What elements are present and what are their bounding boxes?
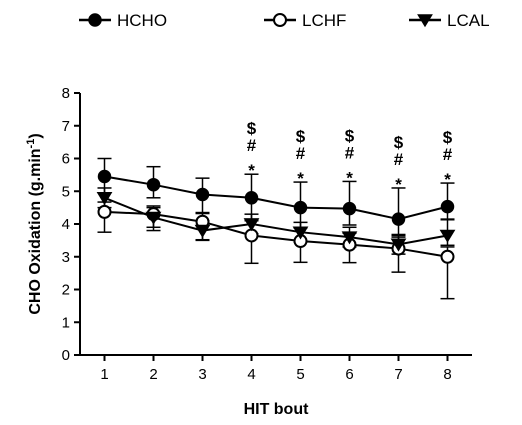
legend-marker — [273, 13, 287, 27]
data-point-hcho — [244, 191, 259, 205]
y-axis-label-superscript: -1 — [25, 139, 37, 149]
annotation-dollar: $ — [394, 133, 404, 152]
data-point-lcal — [194, 224, 211, 238]
significance-annotations: $#*$#*$#*$#*$#* — [247, 119, 453, 194]
annotation-asterisk: * — [248, 161, 255, 180]
annotation-asterisk: * — [346, 168, 353, 187]
data-point-lcal — [439, 229, 456, 243]
annotation-dollar: $ — [345, 126, 355, 145]
annotation-asterisk: * — [444, 170, 451, 189]
x-axis-label: HIT bout — [244, 401, 310, 418]
x-tick-label: 4 — [247, 366, 255, 383]
legend-marker — [88, 13, 102, 27]
y-axis-label-main: CHO Oxidation (g.min — [27, 148, 44, 314]
data-point-lchf — [97, 204, 112, 219]
y-tick-label: 6 — [62, 151, 70, 168]
data-point-hcho — [440, 199, 455, 214]
annotation-asterisk: * — [395, 175, 402, 194]
y-axis-label-close: ) — [27, 133, 44, 138]
data-point-hcho — [97, 169, 112, 184]
data-point-lcal — [390, 238, 407, 252]
series-line-lchf — [104, 210, 448, 258]
x-tick-label: 7 — [394, 366, 402, 383]
x-tick-label: 5 — [296, 366, 304, 383]
y-axis-label: CHO Oxidation (g.min-1) — [25, 133, 44, 314]
x-tick-label: 8 — [443, 366, 451, 383]
data-point-lchf — [440, 249, 455, 264]
data-point-lcal — [96, 192, 113, 206]
data-point-lcal — [145, 211, 162, 225]
annotation-hash: # — [296, 144, 306, 163]
series-line-lcal — [104, 196, 448, 246]
data-point-hcho — [146, 177, 161, 192]
legend-item-hcho: HCHO — [79, 11, 167, 30]
series-line-hcho — [104, 175, 448, 221]
y-tick-label: 8 — [62, 85, 70, 102]
annotation-hash: # — [394, 150, 404, 169]
data-point-lcal — [292, 226, 309, 240]
series-markers — [96, 169, 456, 264]
annotation-hash: # — [345, 143, 355, 162]
data-point-hcho — [391, 212, 406, 226]
legend-label: HCHO — [117, 11, 167, 30]
annotation-hash: # — [247, 136, 257, 155]
legend: HCHO LCHF LCAL — [79, 11, 490, 30]
y-tick-label: 7 — [62, 118, 70, 135]
y-tick-label: 1 — [62, 314, 70, 331]
y-tick-label: 2 — [62, 282, 70, 299]
data-point-lcal — [243, 218, 260, 232]
annotation-asterisk: * — [297, 169, 304, 188]
legend-item-lcal: LCAL — [409, 11, 490, 30]
y-tick-label: 5 — [62, 183, 70, 200]
annotation-dollar: $ — [443, 128, 453, 147]
annotation-dollar: $ — [296, 127, 306, 146]
x-tick-label: 6 — [345, 366, 353, 383]
x-tick-label: 1 — [100, 366, 108, 383]
legend-item-lchf: LCHF — [264, 11, 346, 30]
annotation-hash: # — [443, 145, 453, 164]
data-point-hcho — [293, 200, 308, 215]
y-tick-label: 4 — [62, 216, 70, 233]
data-point-lcal — [341, 231, 358, 245]
data-point-hcho — [195, 187, 210, 202]
legend-label: LCHF — [302, 11, 346, 30]
x-tick-label: 2 — [149, 366, 157, 383]
axes: 0 1 2 3 4 5 6 7 8 1 2 3 4 5 6 7 8 — [62, 85, 472, 383]
legend-label: LCAL — [447, 11, 490, 30]
y-tick-label: 0 — [62, 347, 70, 364]
annotation-dollar: $ — [247, 119, 257, 138]
data-point-hcho — [342, 201, 357, 216]
y-tick-label: 3 — [62, 249, 70, 266]
legend-marker — [417, 14, 433, 28]
series-lines — [104, 175, 448, 258]
x-tick-label: 3 — [198, 366, 206, 383]
